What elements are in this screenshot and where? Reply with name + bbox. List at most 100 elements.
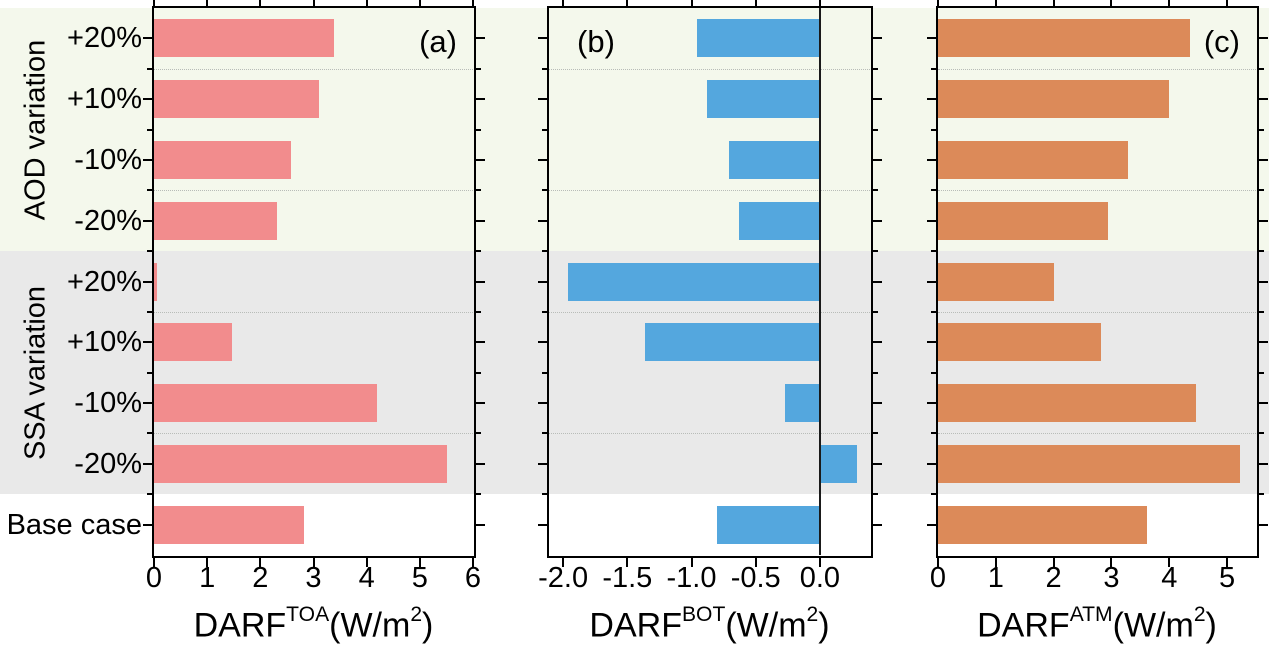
y-tick-c <box>926 523 936 526</box>
gridline-panel-b <box>549 433 870 435</box>
y-tick-b <box>537 37 547 40</box>
y-tick-a <box>142 98 152 101</box>
bar-b-7 <box>819 444 858 483</box>
y-minor-tick-right-b <box>872 189 878 192</box>
x-tick-top-b <box>626 0 629 6</box>
x-tick-c <box>1110 557 1113 567</box>
panel-label-a: (a) <box>419 24 457 59</box>
bar-b-2 <box>728 140 820 179</box>
gridline-panel-c <box>938 190 1256 192</box>
x-tick-b <box>562 557 565 567</box>
y-tick-b <box>537 402 547 405</box>
x-axis-title-a: DARFTOA(W/m2) <box>194 598 434 645</box>
y-minor-tick-c <box>930 250 936 253</box>
x-tick-c <box>937 557 939 567</box>
bar-b-1 <box>706 80 820 119</box>
y-minor-tick-right-c <box>1258 310 1264 313</box>
y-tick-right-b <box>872 523 882 526</box>
x-tick-c <box>994 557 997 567</box>
y-minor-tick-right-c <box>1258 250 1264 253</box>
bar-a-2 <box>154 140 291 179</box>
bar-b-8 <box>717 505 820 544</box>
bar-a-7 <box>154 444 448 483</box>
y-tick-right-a <box>475 523 485 526</box>
y-tick-a <box>142 402 152 405</box>
y-minor-tick-right-a <box>475 310 481 313</box>
axis-title-superscript: 2 <box>806 602 819 626</box>
bar-c-2 <box>938 140 1129 179</box>
y-minor-tick-right-c <box>1258 493 1264 496</box>
axis-title-text: ) <box>422 606 434 645</box>
axis-title-superscript: 2 <box>410 602 423 626</box>
x-tick-b <box>754 557 757 567</box>
x-tick-top-a <box>472 0 474 6</box>
y-tick-c <box>926 341 936 344</box>
y-minor-tick-right-c <box>1258 128 1264 131</box>
y-tick-right-c <box>1258 37 1268 40</box>
x-axis-title-c: DARFATM(W/m2) <box>977 598 1217 645</box>
y-tick-right-b <box>872 158 882 161</box>
y-minor-tick-right-c <box>1258 67 1264 70</box>
x-tick-top-c <box>1226 0 1229 6</box>
panel-c-frame <box>935 5 1259 558</box>
x-tick-top-a <box>259 0 262 6</box>
y-tick-b <box>537 462 547 465</box>
bar-a-5 <box>154 323 232 362</box>
x-tick-label-c: 4 <box>1161 562 1178 594</box>
y-minor-tick-right-a <box>475 371 481 374</box>
bar-c-1 <box>938 80 1170 119</box>
axis-title-text: (W/m <box>725 606 807 645</box>
y-minor-tick-right-a <box>475 493 481 496</box>
y-tick-right-b <box>872 402 882 405</box>
panel-a-frame <box>151 5 476 558</box>
y-minor-tick-c <box>930 432 936 435</box>
x-tick-top-c <box>1168 0 1171 6</box>
category-label-5: +10% <box>67 326 142 359</box>
y-tick-right-c <box>1258 341 1268 344</box>
axis-title-superscript: BOT <box>681 602 726 626</box>
category-label-0: +20% <box>67 22 142 55</box>
axis-title-text: ) <box>818 606 830 645</box>
y-minor-tick-right-b <box>872 371 878 374</box>
category-label-6: -10% <box>74 387 142 420</box>
y-tick-a <box>142 37 152 40</box>
y-tick-right-c <box>1258 280 1268 283</box>
x-tick-label-b: 0.0 <box>799 562 841 594</box>
y-tick-right-a <box>475 158 485 161</box>
y-minor-tick-a <box>146 250 152 253</box>
x-tick-a <box>472 557 474 567</box>
x-tick-label-a: 1 <box>199 562 216 594</box>
bar-c-0 <box>938 19 1190 58</box>
x-tick-top-b <box>690 0 693 6</box>
x-tick-top-a <box>153 0 155 6</box>
x-tick-label-b: -1.0 <box>666 562 717 594</box>
y-minor-tick-right-a <box>475 250 481 253</box>
y-tick-right-c <box>1258 158 1268 161</box>
y-tick-right-a <box>475 219 485 222</box>
y-tick-right-b <box>872 98 882 101</box>
x-tick-top-c <box>937 0 939 6</box>
y-tick-right-a <box>475 462 485 465</box>
x-tick-label-a: 5 <box>411 562 428 594</box>
y-tick-right-c <box>1258 462 1268 465</box>
gridline-panel-b <box>549 68 870 70</box>
y-tick-c <box>926 280 936 283</box>
x-tick-top-a <box>312 0 315 6</box>
axis-title-text: DARF <box>193 606 287 645</box>
x-tick-c <box>1226 557 1229 567</box>
y-minor-tick-right-b <box>872 493 878 496</box>
y-tick-right-b <box>872 341 882 344</box>
bar-c-6 <box>938 384 1197 423</box>
x-axis-title-b: DARFBOT(W/m2) <box>589 598 829 645</box>
axis-title-superscript: 2 <box>1193 602 1206 626</box>
y-minor-tick-right-b <box>872 432 878 435</box>
y-tick-b <box>537 219 547 222</box>
category-label-3: -20% <box>74 204 142 237</box>
y-minor-tick-right-b <box>872 128 878 131</box>
x-tick-a <box>312 557 315 567</box>
y-tick-right-b <box>872 280 882 283</box>
bar-a-0 <box>154 19 334 58</box>
y-tick-right-c <box>1258 219 1268 222</box>
y-tick-c <box>926 158 936 161</box>
x-tick-label-b: -1.5 <box>602 562 653 594</box>
